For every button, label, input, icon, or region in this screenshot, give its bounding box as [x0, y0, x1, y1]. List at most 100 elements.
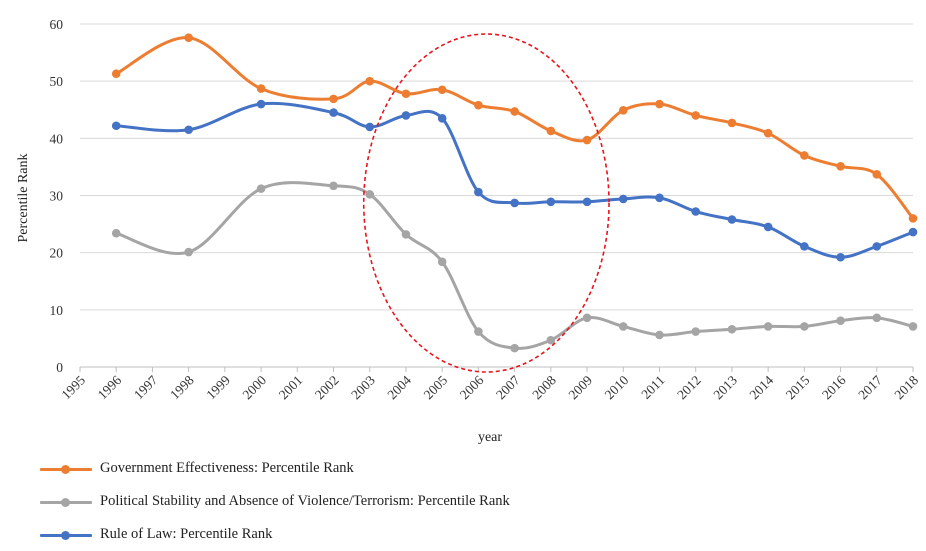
x-tick-label: 2018	[891, 372, 921, 402]
legend-item-political-stability[interactable]: Political Stability and Absence of Viole…	[40, 485, 510, 518]
data-point	[582, 135, 592, 145]
x-tick-label: 2004	[384, 372, 414, 402]
data-point	[437, 85, 447, 95]
data-point	[908, 227, 918, 237]
data-point	[401, 89, 411, 99]
data-point	[800, 151, 809, 160]
series-line	[114, 181, 915, 350]
data-point	[800, 242, 809, 251]
y-tick-label: 10	[50, 303, 64, 318]
data-point	[437, 257, 447, 267]
data-point	[184, 125, 193, 135]
data-point	[111, 121, 121, 131]
x-tick-label: 2002	[312, 373, 342, 403]
data-point	[618, 194, 628, 204]
legend-swatch	[40, 526, 92, 544]
data-point	[763, 222, 773, 232]
data-point	[908, 322, 918, 331]
data-point	[365, 122, 375, 132]
series-political-stability-and-absence-of-violence-terrorism	[111, 181, 918, 353]
data-point	[763, 322, 773, 331]
gridlines	[80, 23, 913, 311]
data-point	[618, 322, 628, 331]
data-point	[872, 170, 882, 179]
data-point	[800, 322, 809, 331]
data-point	[401, 230, 411, 239]
data-point	[582, 197, 592, 207]
legend-swatch	[40, 460, 92, 478]
data-point	[546, 126, 556, 136]
x-tick-label: 2006	[457, 372, 487, 402]
data-point	[546, 335, 556, 345]
data-point	[691, 111, 700, 120]
data-point	[365, 190, 375, 199]
x-tick-label: 1999	[203, 372, 233, 402]
legend-label: Rule of Law: Percentile Rank	[100, 526, 273, 542]
data-point	[184, 33, 193, 43]
x-tick-label: 2009	[565, 372, 595, 402]
data-point	[655, 193, 664, 203]
data-point	[329, 181, 338, 191]
x-tick-label: 2005	[421, 372, 451, 402]
data-point	[329, 108, 338, 117]
x-axis-ticks: 1995 1996 1997 1998 1999 2000 2001 2002 2003 2004…	[58, 372, 921, 402]
data-point	[510, 343, 519, 353]
y-tick-label: 40	[50, 131, 64, 146]
y-axis-ticks: 0 10 20 30 40 50 60	[50, 17, 64, 375]
x-tick-label: 2008	[529, 372, 559, 402]
data-point	[618, 106, 628, 115]
x-tick-label: 2016	[819, 372, 849, 402]
data-point	[908, 214, 918, 223]
legend: Government Effectiveness: Percentile Ran…	[40, 452, 510, 551]
data-point	[474, 187, 483, 197]
data-point	[546, 197, 556, 207]
legend-item-government-effectiveness[interactable]: Government Effectiveness: Percentile Ran…	[40, 452, 510, 485]
x-tick-label: 1998	[167, 372, 197, 402]
x-tick-label: 2012	[674, 373, 704, 403]
x-tick-label: 2013	[710, 372, 740, 402]
data-point	[256, 184, 266, 193]
legend-label: Political Stability and Absence of Viole…	[100, 493, 510, 509]
x-tick-label: 2007	[493, 372, 523, 402]
x-axis	[79, 366, 914, 372]
y-tick-label: 0	[56, 360, 63, 375]
series-government-effectiveness	[111, 33, 918, 223]
x-tick-label: 2017	[855, 372, 885, 402]
series-line	[114, 36, 915, 220]
data-point	[111, 69, 121, 79]
data-point	[836, 252, 845, 262]
legend-item-rule-of-law[interactable]: Rule of Law: Percentile Rank	[40, 518, 510, 551]
data-point	[872, 242, 882, 251]
x-tick-label: 1995	[58, 372, 88, 402]
data-point	[510, 198, 519, 208]
data-point	[510, 107, 519, 116]
x-tick-label: 1996	[95, 372, 125, 402]
legend-label: Government Effectiveness: Percentile Ran…	[100, 460, 354, 476]
data-point	[836, 316, 845, 325]
data-point	[365, 76, 375, 86]
data-point	[763, 128, 773, 138]
data-point	[474, 327, 483, 336]
data-point	[691, 207, 700, 216]
data-point	[836, 162, 845, 171]
x-tick-label: 2001	[276, 373, 306, 403]
data-point	[582, 313, 592, 323]
x-axis-label: year	[478, 430, 502, 445]
data-point	[727, 118, 737, 128]
series-line	[114, 101, 915, 259]
data-point	[727, 215, 737, 224]
x-tick-label: 2011	[638, 373, 667, 402]
y-tick-label: 60	[50, 17, 64, 32]
data-point	[691, 327, 700, 336]
series-group	[111, 33, 918, 353]
y-tick-label: 30	[50, 189, 64, 204]
data-point	[401, 111, 411, 120]
data-point	[329, 94, 338, 104]
highlight-ellipse	[362, 33, 610, 373]
x-tick-label: 2000	[240, 372, 270, 402]
x-tick-label: 1997	[131, 372, 161, 402]
x-tick-label: 2003	[348, 372, 378, 402]
x-tick-label: 2014	[747, 372, 777, 402]
series-rule-of-law	[111, 99, 918, 262]
data-point	[256, 99, 266, 109]
